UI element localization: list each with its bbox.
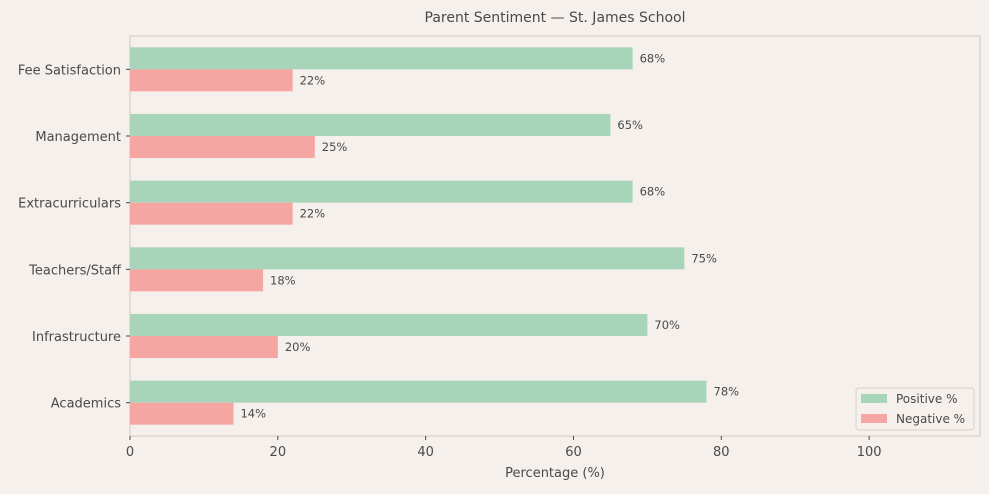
x-tick-label: 20: [270, 445, 287, 460]
legend-label-positive: Positive %: [896, 392, 957, 406]
data-label-negative: 25%: [322, 140, 348, 154]
data-label-negative: 20%: [285, 340, 311, 354]
bar-negative: [130, 202, 293, 225]
bar-positive: [130, 47, 633, 70]
data-label-negative: 14%: [240, 407, 266, 421]
bar-positive: [130, 180, 633, 203]
x-tick-label: 60: [565, 445, 582, 460]
chart-title: Parent Sentiment — St. James School: [425, 10, 686, 26]
bar-negative: [130, 336, 278, 358]
bar-negative: [130, 69, 293, 92]
y-tick-label: Management: [35, 130, 121, 145]
bar-positive: [130, 314, 648, 336]
plot-area: [129, 35, 981, 437]
data-label-positive: 68%: [640, 185, 666, 199]
bar-negative: [130, 136, 315, 158]
y-tick-label: Fee Satisfaction: [18, 63, 121, 78]
y-tick-label: Infrastructure: [32, 330, 121, 345]
bar-positive: [130, 247, 685, 270]
x-axis-label: Percentage (%): [505, 466, 605, 481]
x-tick-label: 100: [857, 445, 882, 460]
y-tick-label: Extracurriculars: [18, 197, 121, 212]
x-tick-label: 40: [417, 445, 434, 460]
legend: Positive % Negative %: [855, 387, 975, 431]
data-label-negative: 22%: [300, 73, 326, 87]
data-label-positive: 78%: [714, 385, 740, 399]
legend-label-negative: Negative %: [896, 412, 965, 426]
bar-positive: [130, 114, 611, 136]
x-tick-label: 0: [126, 445, 134, 460]
data-label-positive: 65%: [617, 118, 643, 132]
y-tick-label: Academics: [51, 397, 121, 412]
bar-negative: [130, 402, 234, 425]
legend-swatch-negative: [861, 414, 887, 423]
bar-negative: [130, 269, 264, 292]
bar-positive: [130, 380, 707, 403]
data-label-negative: 22%: [300, 207, 326, 221]
data-label-negative: 18%: [270, 273, 296, 287]
y-tick-label: Teachers/Staff: [28, 263, 122, 278]
data-label-positive: 70%: [654, 318, 680, 332]
x-tick-label: 80: [713, 445, 730, 460]
legend-swatch-positive: [861, 394, 887, 403]
data-label-positive: 68%: [640, 51, 666, 65]
data-label-positive: 75%: [691, 251, 717, 265]
